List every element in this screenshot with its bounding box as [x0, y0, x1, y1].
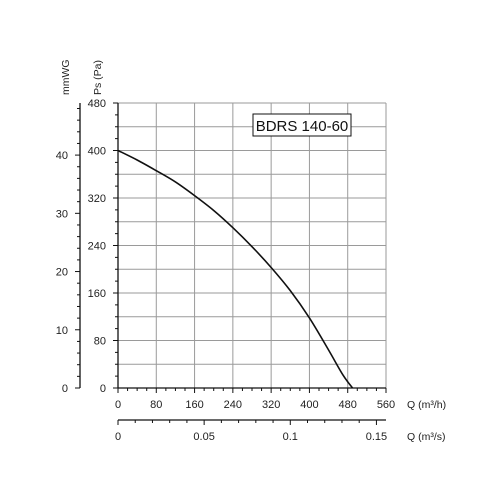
q-m3h-tick-label-2: 160 [185, 399, 203, 411]
mmwg-tick-label-1: 10 [56, 325, 68, 337]
fan-curve-line-0 [117, 149, 354, 389]
ps-axis-title: Ps (Pa) [92, 60, 104, 95]
q-m3h-axis-title: Q (m³/h) [407, 399, 446, 411]
grid-lines [117, 102, 387, 389]
q-m3s-axis-title: Q (m³/s) [407, 431, 446, 443]
q-m3h-tick-label-4: 320 [262, 399, 280, 411]
mmwg-tick-label-4: 40 [56, 150, 68, 162]
q-m3h-tick-label-0: 0 [115, 399, 121, 411]
mmwg-axis-title: mmWG [60, 59, 72, 95]
q-m3h-tick-label-1: 80 [150, 399, 162, 411]
q-m3h-tick-label-6: 480 [339, 399, 357, 411]
mmwg-tick-label-3: 30 [56, 208, 68, 220]
ps-tick-label-2: 160 [88, 288, 106, 300]
axes [75, 102, 387, 425]
ps-tick-label-4: 320 [88, 193, 106, 205]
ps-tick-label-3: 240 [88, 241, 106, 253]
curve-layer [117, 149, 354, 389]
q-m3h-tick-label-3: 240 [224, 399, 242, 411]
q-m3s-tick-label-2: 0.1 [283, 431, 298, 443]
ps-tick-label-1: 80 [94, 336, 106, 348]
q-m3h-tick-label-5: 400 [300, 399, 318, 411]
mmwg-tick-label-0: 0 [62, 383, 68, 395]
model-label-box [252, 113, 352, 137]
mmwg-tick-label-2: 20 [56, 267, 68, 279]
q-m3h-tick-label-7: 560 [377, 399, 395, 411]
q-m3s-tick-label-3: 0.15 [366, 431, 387, 443]
ps-tick-label-5: 400 [88, 146, 106, 158]
model-label: BDRS 140-60 [256, 118, 349, 135]
q-m3s-tick-label-0: 0 [115, 431, 121, 443]
ps-tick-label-6: 480 [88, 98, 106, 110]
ps-tick-label-0: 0 [100, 383, 106, 395]
q-m3s-tick-label-1: 0.05 [193, 431, 214, 443]
